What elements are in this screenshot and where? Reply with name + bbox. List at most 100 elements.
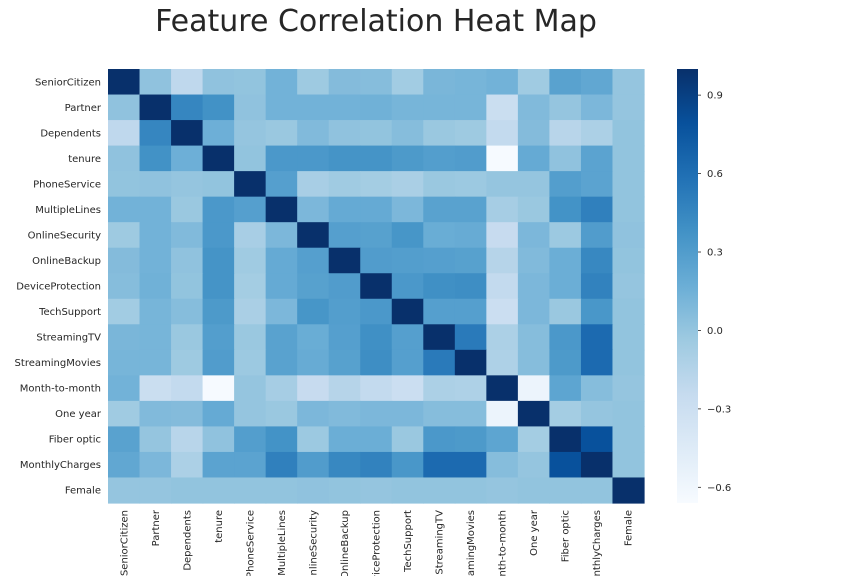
heatmap-cell [265, 145, 298, 172]
heatmap-cell [517, 298, 551, 325]
heatmap-cell [549, 324, 582, 351]
heatmap-cell [108, 375, 141, 402]
x-tick-label: Month-to-month [498, 510, 509, 576]
heatmap-cell [360, 222, 393, 249]
heatmap-cell [580, 196, 614, 223]
heatmap-cell [139, 349, 172, 376]
heatmap-cell [297, 477, 330, 504]
heatmap-cell [108, 247, 141, 274]
x-tick-label: StreamingMovies [466, 510, 477, 576]
x-tick-label: One year [529, 509, 540, 556]
y-tick-label: Fiber optic [49, 435, 101, 446]
heatmap-cell [265, 375, 298, 402]
heatmap-cell [391, 94, 424, 121]
x-tick-labels: SeniorCitizen Partner Dependents tenure Phon… [119, 509, 634, 576]
heatmap-cell [108, 94, 141, 121]
y-tick-label: StreamingMovies [15, 358, 101, 369]
heatmap-cell [423, 222, 456, 249]
heatmap-cell [234, 247, 267, 274]
heatmap-cell [108, 273, 141, 300]
heatmap-cell [139, 222, 172, 249]
heatmap-cell [580, 145, 614, 172]
heatmap-cell [297, 349, 330, 376]
heatmap-cell [391, 324, 424, 351]
heatmap-cell [423, 451, 456, 479]
heatmap-cell [454, 324, 487, 351]
heatmap-cell [171, 171, 204, 198]
heatmap-cell [265, 426, 298, 453]
y-tick-label: MonthlyCharges [20, 460, 101, 471]
heatmap-cell [549, 120, 582, 147]
heatmap-cell [612, 273, 645, 300]
heatmap-cell [549, 247, 582, 274]
heatmap-cell [202, 94, 235, 121]
heatmap-cell [486, 94, 519, 121]
heatmap-cell [360, 247, 393, 274]
heatmap-cell [171, 120, 204, 147]
heatmap-cell [234, 324, 267, 351]
colorbar-tick-label: 0.3 [707, 248, 723, 259]
colorbar-tick-label: 0.0 [707, 326, 723, 337]
heatmap-cell [549, 196, 582, 223]
heatmap-cell [108, 400, 141, 428]
heatmap-cell [580, 477, 614, 504]
heatmap-cell [139, 324, 172, 351]
heatmap-cell [139, 196, 172, 223]
heatmap-cell [360, 273, 393, 300]
heatmap-cell [517, 349, 551, 376]
heatmap-cell [171, 298, 204, 325]
heatmap-cell [549, 94, 582, 121]
heatmap-cell [202, 400, 235, 428]
heatmap-cell [517, 145, 551, 172]
heatmap-cell [423, 375, 456, 402]
heatmap-cell [486, 298, 519, 325]
heatmap-cell [297, 247, 330, 274]
heatmap-cell [139, 477, 172, 504]
heatmap-cell [549, 171, 582, 198]
heatmap-cell [360, 477, 393, 504]
heatmap-cell [612, 477, 645, 504]
heatmap-cell [265, 477, 298, 504]
heatmap-cell [549, 222, 582, 249]
heatmap-cell [108, 426, 141, 453]
y-tick-label: PhoneService [33, 179, 101, 190]
heatmap-cell [297, 222, 330, 249]
x-tick-label: tenure [214, 510, 225, 543]
heatmap-cell [580, 375, 614, 402]
heatmap-cell [612, 400, 645, 428]
heatmap-cell [234, 222, 267, 249]
heatmap-cell [517, 451, 551, 479]
heatmap-cell [486, 69, 519, 96]
colorbar-tick-label: 0.9 [707, 91, 723, 102]
heatmap-cell [234, 273, 267, 300]
heatmap-cell [328, 222, 361, 249]
heatmap-cell [391, 426, 424, 453]
heatmap-cell [265, 120, 298, 147]
heatmap-cell [202, 375, 235, 402]
heatmap-cell [549, 426, 582, 453]
heatmap-cell [454, 273, 487, 300]
heatmap-cell [391, 273, 424, 300]
heatmap-cell [234, 426, 267, 453]
heatmap-cell [171, 247, 204, 274]
y-tick-label: tenure [68, 154, 101, 165]
heatmap-cell [171, 451, 204, 479]
heatmap-cell [391, 69, 424, 96]
heatmap-cell [297, 400, 330, 428]
heatmap-cell [360, 94, 393, 121]
heatmap-cell [202, 477, 235, 504]
heatmap-cell [202, 145, 235, 172]
heatmap-cell [549, 349, 582, 376]
heatmap-cell [612, 298, 645, 325]
heatmap-cell [517, 400, 551, 428]
colorbar-tick-label: −0.3 [707, 404, 731, 415]
heatmap-cell [454, 196, 487, 223]
heatmap-cell [360, 69, 393, 96]
heatmap-cell [580, 120, 614, 147]
heatmap-cell [391, 349, 424, 376]
heatmap-cell [108, 324, 141, 351]
heatmap-cell [360, 400, 393, 428]
heatmap-cell [612, 349, 645, 376]
heatmap-cell [328, 94, 361, 121]
heatmap-cell [328, 298, 361, 325]
